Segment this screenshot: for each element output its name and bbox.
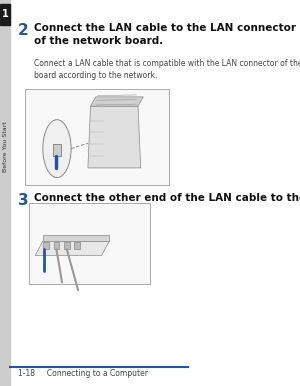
Text: Connect the LAN cable to the LAN connector of the network board.: Connect the LAN cable to the LAN connect… [34, 23, 296, 46]
Text: 3: 3 [18, 193, 28, 208]
Text: Connect a LAN cable that is compatible with the LAN connector of the network
boa: Connect a LAN cable that is compatible w… [34, 59, 300, 80]
Polygon shape [88, 106, 141, 168]
Bar [53, 144, 61, 156]
FancyBboxPatch shape [26, 89, 169, 185]
FancyBboxPatch shape [29, 203, 150, 284]
Bar [64, 242, 70, 249]
Text: 2: 2 [18, 23, 29, 38]
Bar [0, 4, 11, 25]
Bar [54, 242, 59, 249]
Bar [74, 242, 80, 249]
Text: 1: 1 [2, 10, 9, 19]
Polygon shape [35, 241, 109, 256]
Text: Before You Start: Before You Start [3, 121, 8, 172]
Circle shape [43, 120, 71, 178]
Text: Connect the other end of the LAN cable to the hub.: Connect the other end of the LAN cable t… [34, 193, 300, 203]
Text: 1-18     Connecting to a Computer: 1-18 Connecting to a Computer [18, 369, 148, 378]
Bar [43, 242, 49, 249]
Polygon shape [91, 97, 143, 106]
Bar [0, 0, 11, 386]
Polygon shape [43, 235, 109, 241]
